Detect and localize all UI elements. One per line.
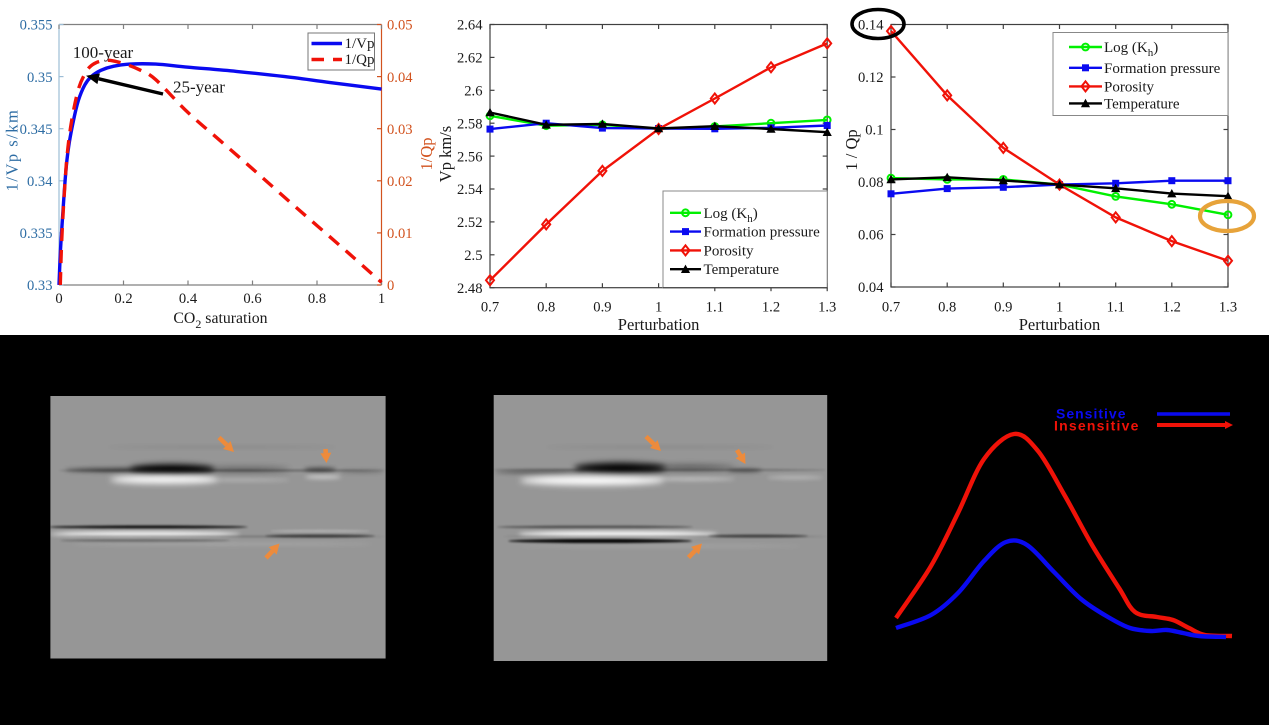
svg-text:2.62: 2.62 [457, 51, 483, 67]
svg-text:1/Qp: 1/Qp [345, 52, 375, 68]
svg-text:2.54: 2.54 [457, 182, 483, 198]
svg-text:0.345: 0.345 [20, 122, 53, 138]
svg-text:2.5: 2.5 [464, 248, 482, 264]
svg-text:2.58: 2.58 [457, 116, 483, 132]
svg-text:1.2: 1.2 [1163, 300, 1181, 316]
svg-text:0.9: 0.9 [994, 300, 1012, 316]
svg-text:0.01: 0.01 [387, 226, 413, 242]
svg-text:0.03: 0.03 [387, 122, 413, 138]
svg-text:0.04: 0.04 [387, 70, 413, 86]
svg-text:Porosity: Porosity [1104, 79, 1155, 95]
svg-text:0.04: 0.04 [858, 280, 884, 296]
svg-text:0.12: 0.12 [858, 70, 884, 86]
svg-text:0.7: 0.7 [481, 300, 499, 316]
svg-text:Log (Kh): Log (Kh) [704, 206, 758, 225]
svg-text:0.35: 0.35 [27, 70, 53, 86]
svg-text:2.48: 2.48 [457, 281, 483, 297]
svg-text:0.34: 0.34 [27, 174, 53, 190]
svg-text:Porosity: Porosity [704, 243, 755, 259]
svg-text:Formation pressure: Formation pressure [1104, 61, 1221, 77]
svg-text:1.3: 1.3 [1219, 300, 1237, 316]
svg-text:0.1: 0.1 [865, 123, 883, 139]
svg-text:0.02: 0.02 [387, 174, 413, 190]
svg-text:0.8: 0.8 [537, 300, 555, 316]
svg-text:1.2: 1.2 [762, 300, 780, 316]
svg-text:0: 0 [55, 291, 62, 307]
svg-text:25-year: 25-year [173, 78, 225, 97]
svg-text:0.355: 0.355 [20, 18, 53, 34]
svg-text:0.2: 0.2 [114, 291, 132, 307]
svg-text:Formation pressure: Formation pressure [704, 225, 821, 241]
svg-text:0.6: 0.6 [243, 291, 261, 307]
svg-text:0.33: 0.33 [27, 278, 53, 294]
svg-text:Vp km/s: Vp km/s [436, 126, 455, 182]
svg-text:Sensitive: Sensitive [1056, 406, 1126, 422]
svg-text:1 / Qp: 1 / Qp [842, 129, 861, 170]
svg-text:0.4: 0.4 [179, 291, 198, 307]
svg-text:0: 0 [387, 278, 394, 294]
svg-text:1: 1 [1056, 300, 1063, 316]
svg-text:1: 1 [378, 291, 385, 307]
svg-text:Temperature: Temperature [704, 262, 780, 278]
svg-text:Temperature: Temperature [1104, 96, 1180, 112]
svg-text:1/Vp s/km: 1/Vp s/km [3, 109, 22, 192]
svg-text:1: 1 [655, 300, 662, 316]
svg-text:0.8: 0.8 [308, 291, 326, 307]
svg-text:Perturbation: Perturbation [1019, 315, 1101, 334]
svg-text:2.64: 2.64 [457, 18, 483, 34]
svg-text:2.52: 2.52 [457, 215, 483, 231]
svg-text:0.7: 0.7 [882, 300, 900, 316]
svg-text:0.06: 0.06 [858, 228, 884, 244]
svg-text:Insensitive: Insensitive [1054, 418, 1140, 434]
svg-text:100-year: 100-year [73, 43, 134, 62]
svg-text:1/Qp: 1/Qp [417, 138, 436, 171]
svg-text:0.335: 0.335 [20, 226, 53, 242]
svg-text:0.14: 0.14 [858, 18, 884, 34]
svg-text:1.1: 1.1 [1107, 300, 1125, 316]
svg-text:1/Vp: 1/Vp [345, 36, 375, 52]
svg-text:2.56: 2.56 [457, 149, 483, 165]
svg-text:2.6: 2.6 [464, 84, 482, 100]
svg-text:0.9: 0.9 [593, 300, 611, 316]
svg-text:Log (Kh): Log (Kh) [1104, 40, 1158, 59]
svg-text:1.1: 1.1 [706, 300, 724, 316]
svg-text:0.8: 0.8 [938, 300, 956, 316]
svg-text:0.08: 0.08 [858, 175, 884, 191]
svg-text:1.3: 1.3 [818, 300, 836, 316]
svg-text:0.05: 0.05 [387, 18, 413, 34]
svg-text:Perturbation: Perturbation [618, 315, 700, 334]
